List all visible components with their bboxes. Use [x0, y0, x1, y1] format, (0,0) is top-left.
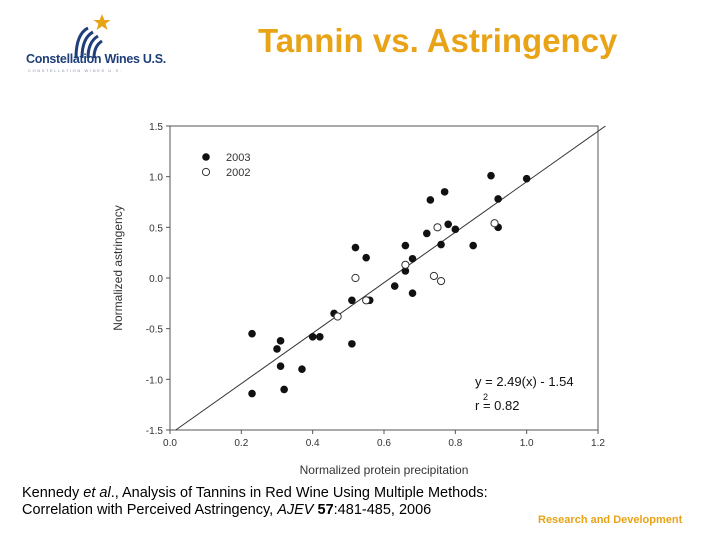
point-2003 [451, 225, 460, 234]
company-logo [74, 14, 111, 59]
y-tick-label: 1.0 [149, 173, 163, 184]
logo-text: Constellation Wines U.S. [26, 52, 166, 66]
y-axis-label: Normalized astringency [111, 205, 125, 330]
legend: 2003 2002 [201, 152, 250, 179]
point-2003 [440, 188, 449, 196]
regression-line [175, 125, 606, 431]
legend-label-2002: 2002 [226, 167, 250, 179]
point-2003 [348, 340, 356, 348]
point-2003 [248, 329, 256, 338]
point-2003 [273, 345, 281, 353]
point-2002 [362, 296, 371, 305]
y-tick-label: -1.5 [146, 426, 164, 437]
x-tick-label: 0.0 [163, 438, 177, 449]
citation-line-1: Kennedy et al., Analysis of Tannins in R… [22, 485, 488, 501]
point-2002 [436, 276, 446, 286]
fit-equation: y = 2.49(x) - 1.54 [475, 374, 574, 389]
point-2003 [408, 289, 417, 297]
logo-arches-icon [74, 26, 103, 59]
logo-star-icon [93, 14, 111, 30]
y-tick-label: 0.0 [149, 274, 163, 285]
point-2003 [316, 332, 324, 341]
point-2003 [308, 332, 317, 341]
point-2002 [490, 219, 499, 228]
point-2003 [351, 243, 360, 252]
data-points [248, 171, 531, 398]
x-axis-ticks: 0.0 0.2 0.4 0.6 0.8 1.0 1.2 [163, 430, 605, 449]
point-2002 [433, 223, 442, 232]
legend-marker-2003 [202, 153, 210, 161]
point-2003 [280, 385, 288, 394]
point-2003 [522, 174, 531, 183]
x-tick-label: 0.2 [234, 438, 248, 449]
y-axis-ticks: -1.5 -1.0 -0.5 0.0 0.5 1.0 1.5 [146, 122, 170, 437]
x-tick-label: 0.6 [377, 438, 391, 449]
x-axis-label: Normalized protein precipitation [300, 463, 469, 477]
point-2002 [333, 312, 342, 321]
r-squared-superscript: 2 [483, 392, 488, 402]
point-2003 [494, 195, 502, 203]
x-tick-label: 0.4 [306, 438, 320, 449]
x-tick-label: 1.2 [591, 438, 605, 449]
point-2003 [401, 241, 410, 250]
y-tick-label: -0.5 [146, 325, 164, 336]
point-2003 [390, 282, 399, 290]
slide-title: Tannin vs. Astringency [258, 22, 618, 59]
point-2003 [362, 253, 370, 262]
citation-line-2: Correlation with Perceived Astringency, … [22, 502, 432, 518]
point-2003 [348, 296, 356, 305]
y-tick-label: -1.0 [146, 375, 164, 386]
logo-tagline: CONSTELLATION WINES U.S. [28, 68, 123, 73]
point-2002 [351, 273, 360, 283]
legend-label-2003: 2003 [226, 152, 250, 164]
research-development-label: Research and Development [538, 514, 683, 526]
point-2003 [437, 240, 445, 249]
point-2003 [469, 241, 477, 250]
y-tick-label: 1.5 [149, 122, 163, 133]
x-tick-label: 0.8 [448, 438, 462, 449]
point-2003 [276, 337, 285, 345]
point-2003 [408, 254, 417, 263]
point-2002 [401, 260, 410, 269]
point-2003 [426, 196, 435, 204]
scatter-chart: 0.0 0.2 0.4 0.6 0.8 1.0 1.2 -1.5 -1.0 -0.5 0.0 0.5… [111, 122, 606, 477]
point-2003 [444, 220, 453, 229]
x-tick-label: 1.0 [520, 438, 534, 449]
point-2003 [248, 389, 256, 398]
r-squared: r = 0.82 [475, 398, 519, 413]
citation: Kennedy et al., Analysis of Tannins in R… [22, 485, 488, 519]
y-tick-label: 0.5 [149, 223, 163, 234]
legend-marker-2002 [201, 167, 211, 177]
point-2002 [429, 271, 439, 281]
point-2003 [298, 365, 306, 373]
point-2003 [423, 229, 431, 238]
point-2003 [276, 362, 285, 370]
point-2003 [487, 171, 495, 180]
point-2003 [401, 267, 410, 275]
